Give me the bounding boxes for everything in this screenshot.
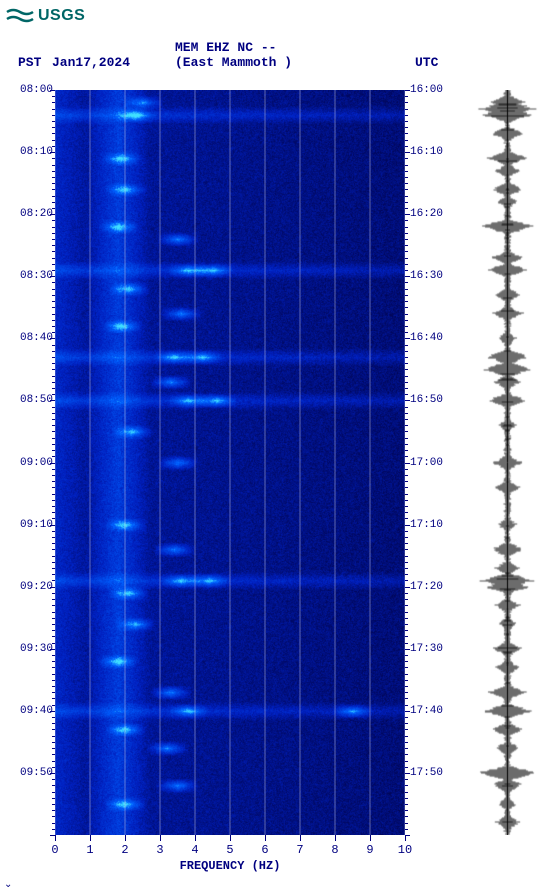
header-utc-label: UTC <box>415 55 438 70</box>
usgs-wave-icon <box>6 6 34 26</box>
x-tick-label: 3 <box>156 843 163 857</box>
y-left-tick-label: 09:50 <box>8 767 53 779</box>
usgs-logo-text: USGS <box>38 7 85 25</box>
x-tick-label: 2 <box>121 843 128 857</box>
usgs-logo: USGS <box>6 6 85 26</box>
y-right-tick-label: 17:30 <box>410 643 450 655</box>
y-left-tick-label: 09:00 <box>8 457 53 469</box>
y-right-tick-label: 17:20 <box>410 581 450 593</box>
y-left-tick-label: 08:20 <box>8 208 53 220</box>
y-left-tick-label: 08:30 <box>8 270 53 282</box>
y-axis-left-pst: 08:0008:1008:2008:3008:4008:5009:0009:10… <box>8 90 53 835</box>
y-right-tick-label: 17:50 <box>410 767 450 779</box>
x-tick-label: 9 <box>366 843 373 857</box>
x-tick-label: 6 <box>261 843 268 857</box>
y-left-tick-label: 09:20 <box>8 581 53 593</box>
y-axis-right-utc: 16:0016:1016:2016:3016:4016:5017:0017:10… <box>410 90 450 835</box>
y-left-tick-label: 09:40 <box>8 705 53 717</box>
y-left-tick-label: 08:00 <box>8 84 53 96</box>
header-location: (East Mammoth ) <box>175 55 292 70</box>
header-pst-label: PST <box>18 55 41 70</box>
x-tick-label: 4 <box>191 843 198 857</box>
x-axis-frequency: FREQUENCY (HZ) 012345678910 <box>55 835 405 875</box>
y-right-tick-label: 16:50 <box>410 394 450 406</box>
y-right-tick-label: 16:30 <box>410 270 450 282</box>
x-axis-label: FREQUENCY (HZ) <box>55 859 405 873</box>
y-left-tick-label: 09:10 <box>8 519 53 531</box>
y-right-tick-label: 16:10 <box>410 146 450 158</box>
seismic-waveform <box>470 90 545 835</box>
y-right-tick-label: 17:40 <box>410 705 450 717</box>
y-ticks-right <box>405 90 410 835</box>
y-ticks-left <box>50 90 55 835</box>
x-tick-label: 10 <box>398 843 412 857</box>
x-tick-label: 0 <box>51 843 58 857</box>
spectrogram-plot <box>55 90 405 835</box>
x-tick-label: 7 <box>296 843 303 857</box>
chevron-down-icon: ⌄ <box>4 879 12 890</box>
x-tick-label: 1 <box>86 843 93 857</box>
y-right-tick-label: 17:10 <box>410 519 450 531</box>
header-station: MEM EHZ NC -- <box>175 40 276 55</box>
y-right-tick-label: 16:20 <box>410 208 450 220</box>
waveform-canvas <box>470 90 545 835</box>
y-right-tick-label: 17:00 <box>410 457 450 469</box>
y-left-tick-label: 09:30 <box>8 643 53 655</box>
y-left-tick-label: 08:10 <box>8 146 53 158</box>
y-left-tick-label: 08:50 <box>8 394 53 406</box>
y-left-tick-label: 08:40 <box>8 332 53 344</box>
header-date: Jan17,2024 <box>52 55 130 70</box>
x-tick-label: 5 <box>226 843 233 857</box>
x-tick-label: 8 <box>331 843 338 857</box>
y-right-tick-label: 16:40 <box>410 332 450 344</box>
y-right-tick-label: 16:00 <box>410 84 450 96</box>
spectrogram-canvas <box>55 90 405 835</box>
